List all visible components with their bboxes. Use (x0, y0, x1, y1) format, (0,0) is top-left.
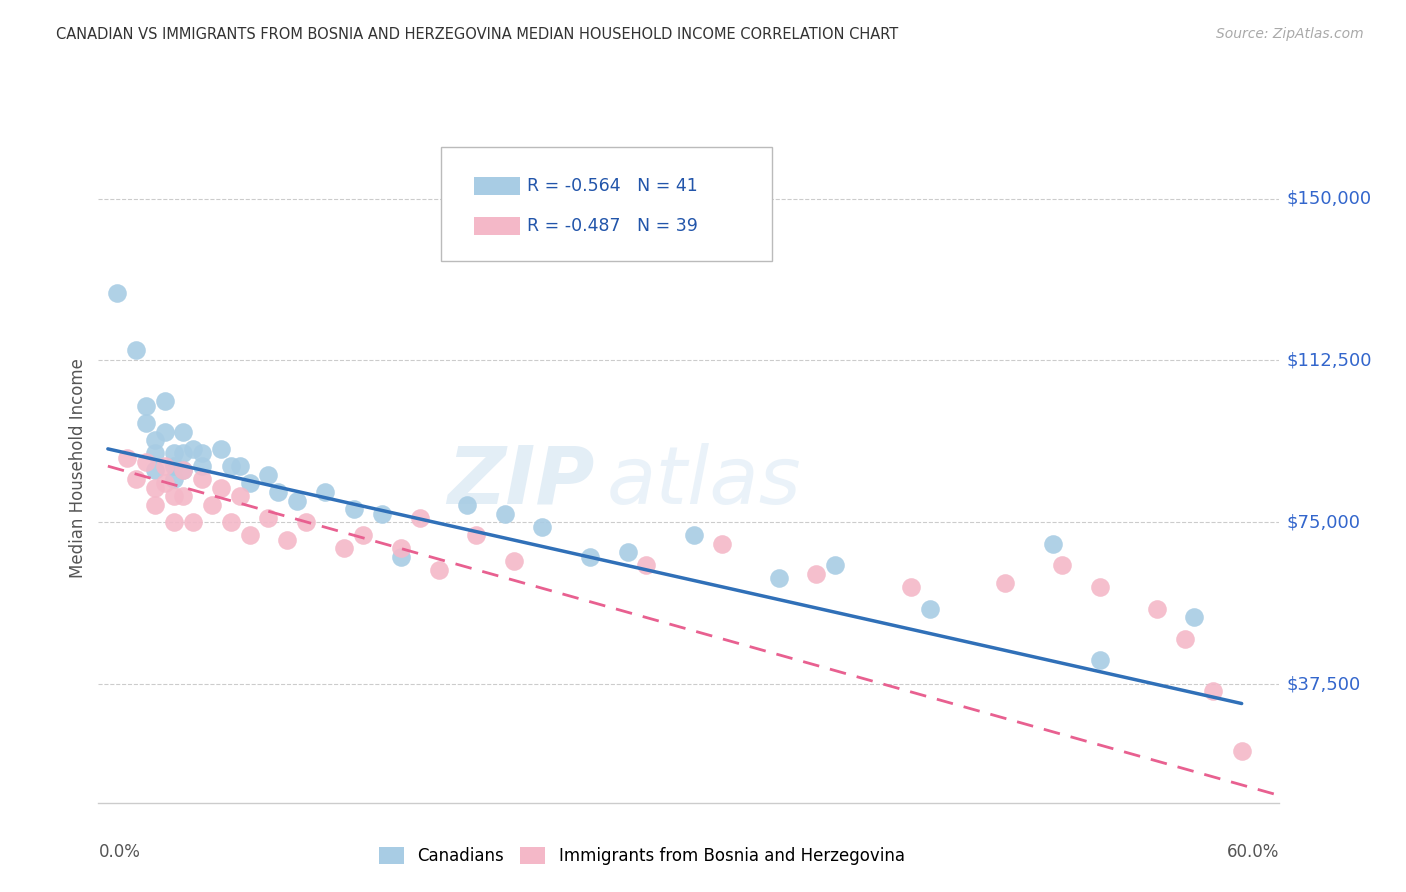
Point (181, 515, 204, 529)
Point (181, 442, 204, 456)
Point (503, 554, 526, 568)
Point (125, 472, 148, 486)
Point (1146, 601, 1168, 615)
Point (389, 541, 412, 556)
Point (333, 541, 356, 556)
FancyBboxPatch shape (474, 217, 520, 235)
Text: $150,000: $150,000 (1286, 189, 1372, 208)
Point (143, 446, 166, 460)
Point (201, 498, 224, 512)
Text: Source: ZipAtlas.com: Source: ZipAtlas.com (1216, 27, 1364, 41)
Point (153, 425, 176, 439)
Point (389, 549, 412, 564)
Point (143, 481, 166, 495)
Point (229, 459, 252, 474)
Point (257, 467, 280, 482)
Point (1184, 610, 1206, 624)
Point (531, 519, 554, 533)
Point (314, 485, 336, 500)
FancyBboxPatch shape (474, 177, 520, 195)
Point (172, 463, 194, 477)
Point (153, 459, 176, 474)
Point (824, 558, 846, 573)
Point (1050, 558, 1073, 573)
Point (994, 575, 1017, 590)
Y-axis label: Median Household Income: Median Household Income (69, 359, 87, 578)
Point (191, 459, 214, 474)
Point (115, 450, 138, 465)
Point (172, 425, 194, 439)
Point (219, 459, 242, 474)
Point (153, 394, 176, 409)
Point (191, 472, 214, 486)
Text: 0.0%: 0.0% (98, 843, 141, 861)
Text: $75,000: $75,000 (1286, 513, 1361, 532)
Point (135, 416, 157, 430)
Point (494, 507, 516, 521)
Point (239, 476, 262, 491)
Point (172, 489, 194, 503)
Point (616, 545, 638, 559)
Point (682, 528, 704, 542)
Text: $37,500: $37,500 (1286, 675, 1361, 693)
Point (636, 558, 658, 573)
Point (257, 511, 280, 525)
Point (153, 476, 176, 491)
Text: $112,500: $112,500 (1286, 351, 1372, 369)
Point (408, 511, 430, 525)
Point (191, 446, 214, 460)
Point (172, 463, 194, 477)
Text: atlas: atlas (606, 442, 801, 521)
Text: CANADIAN VS IMMIGRANTS FROM BOSNIA AND HERZEGOVINA MEDIAN HOUSEHOLD INCOME CORRE: CANADIAN VS IMMIGRANTS FROM BOSNIA AND H… (56, 27, 898, 42)
Point (125, 343, 148, 357)
Point (267, 485, 290, 500)
Point (456, 498, 478, 512)
Point (342, 502, 364, 516)
Point (135, 455, 157, 469)
Point (239, 528, 262, 542)
Point (143, 434, 166, 448)
Point (371, 507, 394, 521)
Point (209, 442, 232, 456)
Point (219, 515, 242, 529)
Point (295, 515, 318, 529)
Point (276, 533, 298, 547)
Legend: Canadians, Immigrants from Bosnia and Herzegovina: Canadians, Immigrants from Bosnia and He… (373, 840, 911, 871)
Point (465, 528, 488, 542)
Text: ZIP: ZIP (447, 442, 595, 521)
Text: 60.0%: 60.0% (1227, 843, 1279, 861)
Text: R = -0.487   N = 39: R = -0.487 N = 39 (527, 217, 697, 235)
Point (352, 528, 374, 542)
Point (229, 489, 252, 503)
Point (163, 489, 186, 503)
Point (163, 515, 186, 529)
Point (1202, 683, 1225, 698)
Point (578, 549, 600, 564)
Point (135, 399, 157, 413)
Point (427, 563, 450, 577)
Point (1174, 632, 1197, 646)
Point (105, 286, 128, 301)
FancyBboxPatch shape (441, 147, 772, 261)
Point (172, 446, 194, 460)
Point (900, 580, 922, 594)
Point (163, 446, 186, 460)
Point (768, 571, 790, 585)
Point (163, 472, 186, 486)
Point (143, 463, 166, 477)
Point (711, 537, 734, 551)
Point (143, 498, 166, 512)
Point (1230, 744, 1253, 758)
Point (163, 459, 186, 474)
Point (1042, 537, 1064, 551)
Point (1088, 580, 1111, 594)
Point (209, 481, 232, 495)
Point (1088, 653, 1111, 667)
Point (285, 493, 308, 508)
Point (918, 601, 941, 615)
Text: R = -0.564   N = 41: R = -0.564 N = 41 (527, 177, 697, 195)
Point (806, 567, 828, 582)
